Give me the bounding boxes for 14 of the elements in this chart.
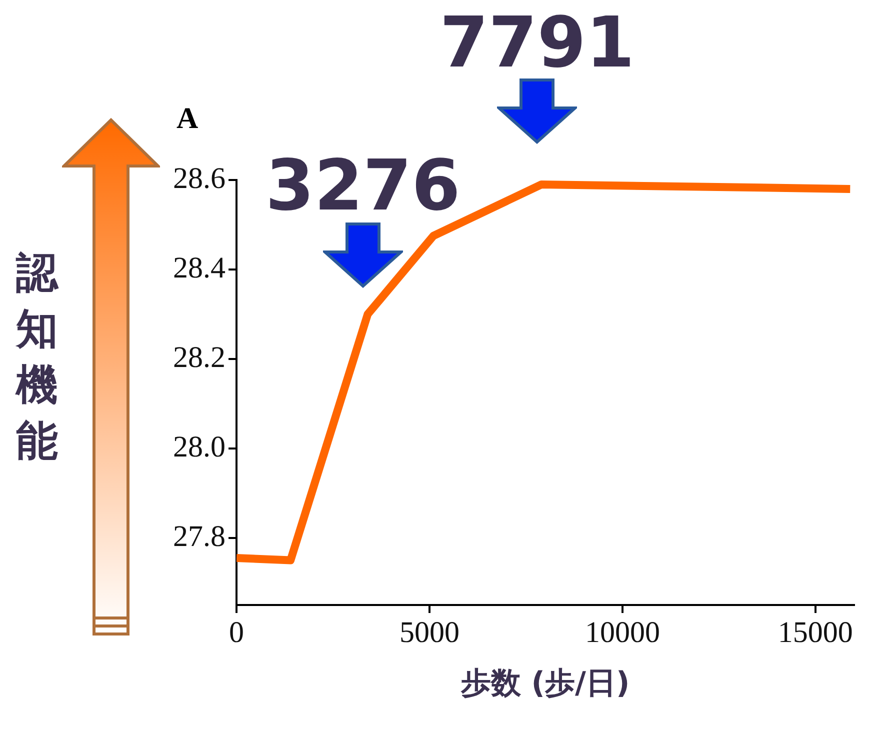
- y-tick-label: 27.8: [173, 520, 226, 553]
- annotation: 3276: [266, 144, 460, 227]
- y-tick-label: 28.0: [173, 430, 226, 464]
- x-tick-label: 15000: [778, 616, 853, 649]
- chart-title: A: [176, 102, 198, 135]
- x-tick-label: 0: [229, 616, 244, 649]
- y-tick-label: 28.2: [173, 340, 226, 374]
- annotation: 7791: [440, 1, 635, 84]
- x-axis-title: 歩数 (歩/日): [460, 666, 630, 701]
- y-axis-title: 認知機能: [16, 247, 60, 467]
- y-tick-label: 28.6: [173, 162, 226, 195]
- y-tick-label: 28.4: [173, 251, 226, 284]
- x-tick-label: 5000: [399, 616, 460, 649]
- x-tick-label: 10000: [584, 616, 660, 649]
